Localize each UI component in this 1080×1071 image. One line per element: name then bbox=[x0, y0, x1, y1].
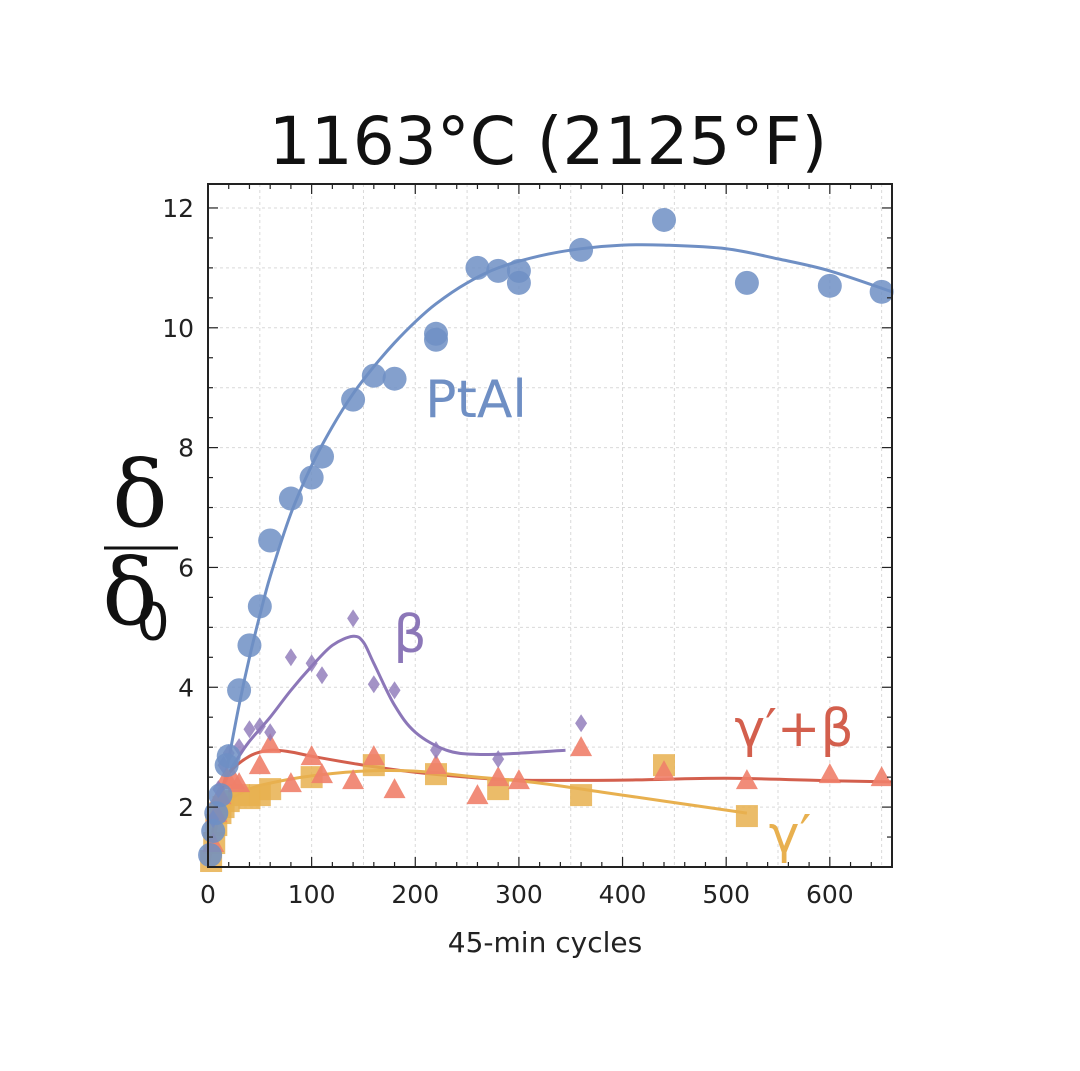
ptal-point bbox=[258, 528, 283, 553]
x-tick-label: 300 bbox=[495, 880, 543, 909]
beta-point bbox=[316, 666, 328, 685]
y-tick-label: 2 bbox=[178, 793, 194, 822]
ptal-point bbox=[465, 255, 490, 280]
gamma-prime-beta-point bbox=[279, 772, 302, 793]
beta-point bbox=[305, 654, 318, 673]
ptal-point bbox=[227, 678, 252, 703]
gamma-prime-beta-point bbox=[311, 763, 333, 784]
ptal-point bbox=[869, 279, 894, 304]
ptal-point bbox=[198, 843, 223, 868]
series-label-beta: β bbox=[393, 605, 426, 665]
ptal-point bbox=[208, 783, 233, 808]
x-tick-label: 600 bbox=[806, 880, 854, 909]
gamma-prime-beta-point bbox=[248, 754, 271, 775]
ptal-point bbox=[424, 321, 448, 346]
ptal-point bbox=[734, 270, 759, 295]
series-label-ptal: PtAl bbox=[425, 370, 527, 430]
beta-point bbox=[253, 717, 266, 736]
gamma-prime-point bbox=[570, 784, 593, 807]
ptal-point bbox=[299, 465, 324, 490]
y-tick-label: 4 bbox=[178, 673, 194, 702]
gamma-prime-beta-point bbox=[362, 745, 385, 766]
y-tick-label: 10 bbox=[162, 314, 194, 343]
gamma-prime-point bbox=[259, 778, 282, 801]
ptal-point bbox=[652, 207, 676, 232]
series-label-gamma-prime: γ′ bbox=[769, 805, 812, 865]
beta-point bbox=[367, 675, 380, 694]
y-axis-label-subscript: 0 bbox=[136, 593, 169, 653]
ptal-point bbox=[569, 237, 594, 262]
ptal-point bbox=[361, 363, 386, 388]
beta-point bbox=[492, 750, 505, 769]
ptal-point bbox=[216, 744, 241, 769]
gamma-prime-beta-point bbox=[383, 778, 406, 799]
ptal-point bbox=[486, 258, 511, 283]
gamma-prime-beta-point bbox=[870, 766, 893, 787]
gamma-prime-point bbox=[735, 805, 758, 828]
gamma-prime-beta-point bbox=[818, 763, 841, 784]
beta-point bbox=[575, 714, 588, 733]
y-tick-label: 6 bbox=[178, 553, 194, 582]
y-axis-label-denominator: δ bbox=[102, 539, 157, 646]
x-axis-label: 45-min cycles bbox=[448, 926, 642, 959]
gamma-prime-beta-point bbox=[425, 754, 447, 775]
gamma-prime-beta-point bbox=[300, 745, 323, 766]
gamma-prime-beta-point bbox=[342, 769, 365, 790]
beta-point bbox=[388, 681, 401, 700]
beta-point bbox=[264, 723, 277, 742]
gamma-prime-beta-point bbox=[487, 766, 510, 787]
ptal-point bbox=[310, 444, 334, 469]
axis-ticks: 0 100 200 300 400 500 600 2 4 6 8 10 12 bbox=[162, 184, 893, 909]
gamma-prime-beta-point bbox=[653, 760, 675, 781]
x-tick-label: 500 bbox=[702, 880, 750, 909]
plot-frame bbox=[207, 183, 893, 868]
series-label-gamma-prime-beta: γ′+β bbox=[734, 699, 853, 759]
y-axis-label-numerator: δ bbox=[112, 441, 167, 548]
beta-point bbox=[243, 720, 256, 739]
beta-point bbox=[284, 648, 297, 667]
gamma-prime-beta-point bbox=[570, 736, 593, 757]
gamma-prime-beta-point bbox=[228, 772, 251, 793]
ptal-point bbox=[817, 273, 842, 298]
x-tick-label: 400 bbox=[599, 880, 647, 909]
x-tick-label: 200 bbox=[391, 880, 439, 909]
x-tick-label: 100 bbox=[288, 880, 336, 909]
ptal-point bbox=[247, 594, 272, 619]
gamma-prime-beta-point bbox=[259, 733, 282, 754]
ptal-point bbox=[382, 366, 407, 391]
y-tick-label: 8 bbox=[178, 434, 194, 463]
ptal-point bbox=[237, 633, 262, 658]
gamma-prime-beta-point bbox=[735, 769, 758, 790]
x-tick-label: 0 bbox=[200, 880, 216, 909]
beta-point bbox=[430, 741, 442, 760]
ptal-point bbox=[506, 258, 531, 283]
data-points bbox=[198, 207, 894, 873]
y-tick-label: 12 bbox=[162, 194, 194, 223]
y-axis-label: δ δ 0 bbox=[102, 441, 178, 653]
chart-title: 1163°C (2125°F) bbox=[269, 103, 827, 180]
beta-point bbox=[347, 609, 360, 628]
ptal-point bbox=[341, 387, 366, 412]
beta-fit-curve bbox=[206, 634, 566, 862]
ptal-point bbox=[278, 486, 303, 511]
gamma-prime-beta-point bbox=[507, 769, 530, 790]
gamma-prime-beta-point bbox=[466, 784, 489, 805]
